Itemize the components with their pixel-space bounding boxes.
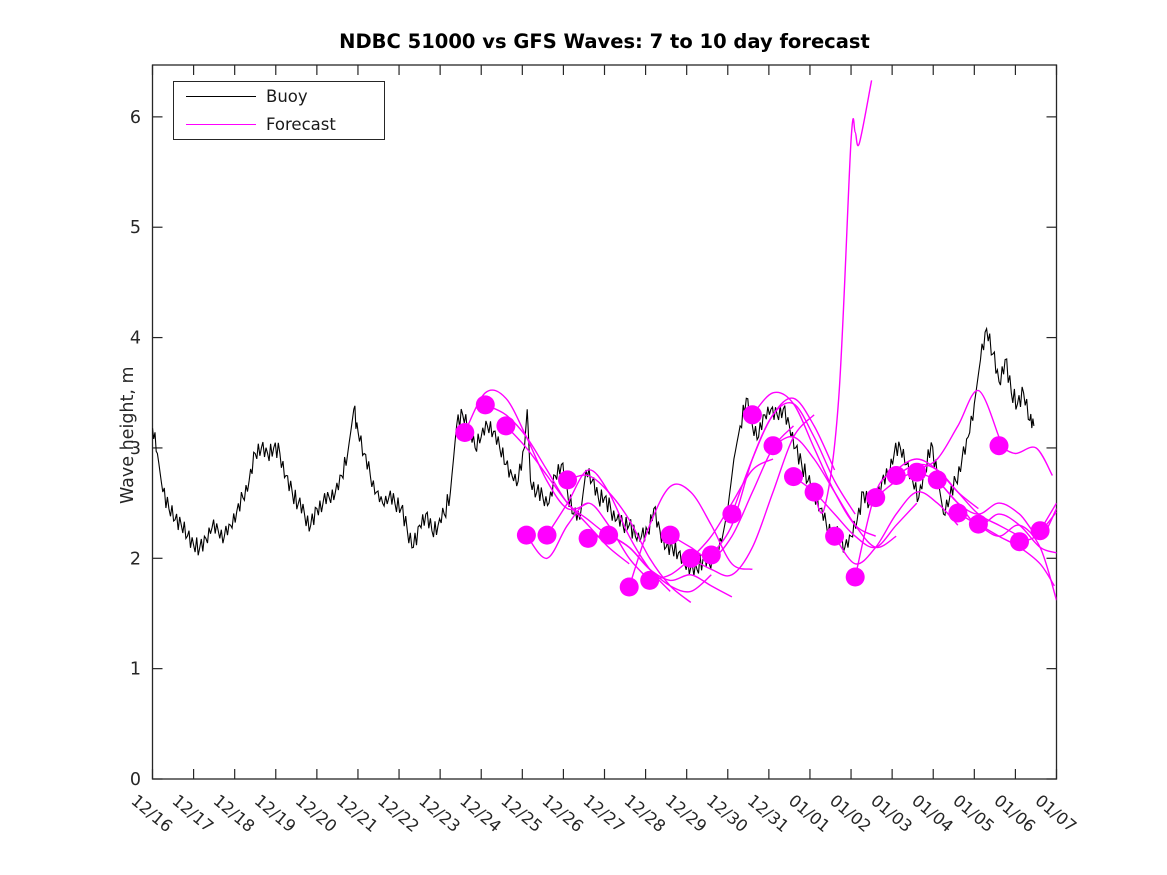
x-tick-label: 12/17 [169, 791, 218, 836]
series-layer [152, 80, 1057, 603]
x-tick-label: 01/06 [990, 791, 1039, 836]
y-tick-label: 2 [130, 549, 141, 569]
x-tick-label: 01/03 [867, 791, 916, 836]
y-tick-label: 0 [130, 770, 141, 790]
x-tick-label: 12/18 [210, 791, 259, 836]
forecast-marker-dot [1010, 532, 1029, 552]
forecast-marker-dot [927, 470, 947, 490]
forecast-marker-dot [804, 482, 824, 502]
x-tick-label: 12/28 [621, 791, 670, 836]
forecast-marker-dot [578, 528, 598, 548]
forecast-line-sample-icon [186, 123, 256, 125]
x-tick-label: 12/29 [662, 791, 711, 836]
forecast-marker-dot [722, 504, 742, 524]
forecast-marker-dot [475, 395, 495, 415]
forecast-run-line [484, 404, 610, 537]
x-tick-label: 12/31 [744, 791, 793, 836]
forecast-run-line [608, 534, 733, 598]
legend-label-forecast: Forecast [266, 114, 336, 134]
forecast-marker-dot [496, 416, 516, 436]
x-tick-label: 12/19 [251, 791, 300, 836]
forecast-marker-dot [742, 405, 762, 425]
forecast-marker-dot [1030, 521, 1050, 541]
legend-entry-buoy: Buoy [174, 84, 384, 110]
forecast-marker-dot [619, 577, 639, 597]
forecast-run-line [710, 397, 836, 556]
x-tick-label: 12/24 [456, 791, 505, 836]
x-tick-label: 01/02 [826, 791, 875, 836]
legend-entry-forecast: Forecast [174, 111, 384, 137]
forecast-run-line [751, 391, 877, 537]
forecast-marker-dot [845, 567, 865, 587]
forecast-run-line [813, 80, 873, 514]
y-axis-label: Wave height, m [118, 366, 138, 504]
forecast-marker-dot [599, 525, 619, 545]
x-tick-label: 12/23 [415, 791, 464, 836]
forecast-marker-dot [681, 548, 701, 568]
forecast-marker-dot [537, 525, 557, 545]
forecast-marker-dot [455, 423, 475, 442]
x-tick-label: 01/05 [949, 791, 998, 836]
forecast-marker-dot [907, 462, 927, 482]
legend: Buoy Forecast [173, 81, 385, 140]
x-tick-label: 12/27 [579, 791, 628, 836]
forecast-run-line [649, 458, 774, 582]
y-tick-label: 1 [130, 660, 141, 680]
forecast-run-line [525, 502, 651, 581]
forecast-marker-dot [866, 488, 886, 508]
y-tick-label: 6 [130, 108, 141, 128]
x-tick-label: 01/01 [785, 791, 834, 836]
x-tick-label: 12/30 [703, 791, 752, 836]
axes-box [151, 64, 1058, 780]
forecast-marker-dot [784, 467, 803, 487]
forecast-marker-dot [968, 514, 988, 534]
x-tick-label: 12/16 [127, 791, 176, 836]
forecast-marker-dot [640, 570, 660, 590]
forecast-marker-dot [763, 436, 783, 456]
x-tick-label: 12/26 [538, 791, 587, 836]
forecast-marker-dot [660, 525, 680, 545]
x-tick-label: 01/07 [1031, 791, 1080, 836]
forecast-marker-dot [989, 436, 1009, 456]
legend-label-buoy: Buoy [266, 87, 308, 107]
x-tick-label: 01/04 [908, 791, 957, 836]
y-tick-label: 3 [130, 439, 141, 459]
y-tick-label: 5 [130, 218, 141, 238]
forecast-marker-dot [825, 526, 845, 546]
buoy-series-line [152, 326, 1035, 576]
x-tick-label: 12/21 [333, 791, 382, 836]
x-tick-label: 12/20 [292, 791, 341, 836]
forecast-marker-dot [701, 545, 721, 565]
buoy-line-sample-icon [186, 96, 256, 98]
forecast-run-line [628, 483, 753, 588]
forecast-marker-dot [516, 525, 536, 545]
x-tick-label: 12/25 [497, 791, 546, 836]
chart-title: NDBC 51000 vs GFS Waves: 7 to 10 day for… [339, 30, 870, 53]
forecast-marker-dot [948, 503, 968, 523]
x-tick-label: 12/22 [374, 791, 423, 836]
forecast-marker-dot [558, 470, 577, 490]
forecast-marker-dot [886, 466, 906, 485]
forecast-run-line [834, 491, 959, 565]
y-tick-label: 4 [130, 329, 141, 349]
